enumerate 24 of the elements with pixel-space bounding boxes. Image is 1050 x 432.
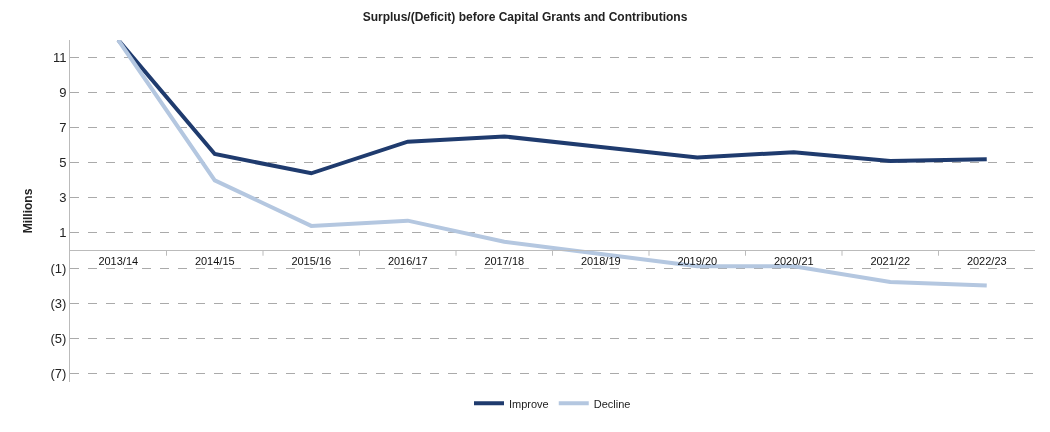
x-tick-label: 2016/17 xyxy=(387,254,428,267)
legend-label: Decline xyxy=(593,397,631,410)
x-tick-label: 2022/23 xyxy=(966,254,1007,267)
legend-label: Improve xyxy=(509,397,549,410)
y-axis-title: Millions xyxy=(20,188,35,234)
y-tick-label: 5 xyxy=(59,155,67,171)
x-tick-label: 2018/19 xyxy=(580,254,621,267)
y-tick-label: 3 xyxy=(59,190,67,206)
chart-title: Surplus/(Deficit) before Capital Grants and Contributions xyxy=(362,10,688,25)
x-tick-label: 2015/16 xyxy=(291,254,332,267)
y-tick-label: 11 xyxy=(52,50,67,66)
y-tick-label: (3) xyxy=(50,295,67,311)
x-tick-label: 2014/15 xyxy=(194,254,235,267)
y-tick-label: (1) xyxy=(50,260,67,276)
y-tick-label: (7) xyxy=(50,365,67,381)
x-tick-label: 2017/18 xyxy=(484,254,525,267)
x-tick-label: 2019/20 xyxy=(677,254,718,267)
x-tick-label: 2020/21 xyxy=(773,254,814,267)
y-tick-label: 1 xyxy=(59,225,67,241)
x-tick-label: 2021/22 xyxy=(870,254,911,267)
y-tick-label: (5) xyxy=(50,330,67,346)
y-tick-label: 9 xyxy=(59,85,67,101)
x-tick-label: 2013/14 xyxy=(98,254,139,267)
y-tick-label: 7 xyxy=(59,120,67,136)
